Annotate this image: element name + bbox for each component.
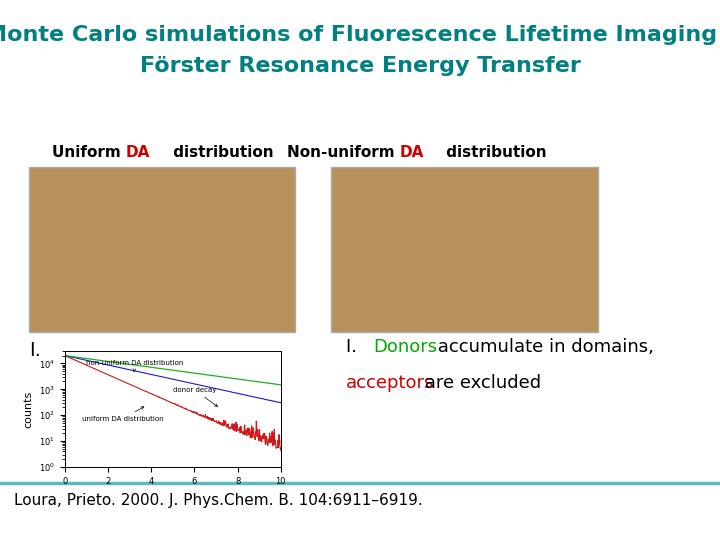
Text: distribution: distribution [441, 145, 547, 160]
Text: DA: DA [126, 145, 150, 160]
Text: DA: DA [400, 145, 424, 160]
Text: I.: I. [29, 341, 40, 360]
Text: acceptors: acceptors [346, 374, 434, 392]
Text: Donors: Donors [373, 338, 437, 355]
Text: Monte Carlo simulations of Fluorescence Lifetime Imaging -: Monte Carlo simulations of Fluorescence … [0, 25, 720, 45]
Text: non-uniform DA distribution: non-uniform DA distribution [86, 360, 184, 372]
Text: Non-uniform: Non-uniform [287, 145, 400, 160]
Text: donor decay: donor decay [173, 387, 217, 407]
Text: I.: I. [346, 338, 362, 355]
Bar [29, 167, 295, 332]
Text: Förster Resonance Energy Transfer: Förster Resonance Energy Transfer [140, 56, 580, 76]
Bar [331, 167, 598, 332]
Text: uniform DA distribution: uniform DA distribution [82, 407, 163, 422]
Text: Loura, Prieto. 2000. J. Phys.Chem. B. 104:6911–6919.: Loura, Prieto. 2000. J. Phys.Chem. B. 10… [14, 493, 423, 508]
Text: Uniform: Uniform [52, 145, 126, 160]
Text: accumulate in domains,: accumulate in domains, [432, 338, 654, 355]
Y-axis label: counts: counts [23, 390, 33, 428]
Text: are excluded: are excluded [419, 374, 541, 392]
Text: distribution: distribution [168, 145, 274, 160]
